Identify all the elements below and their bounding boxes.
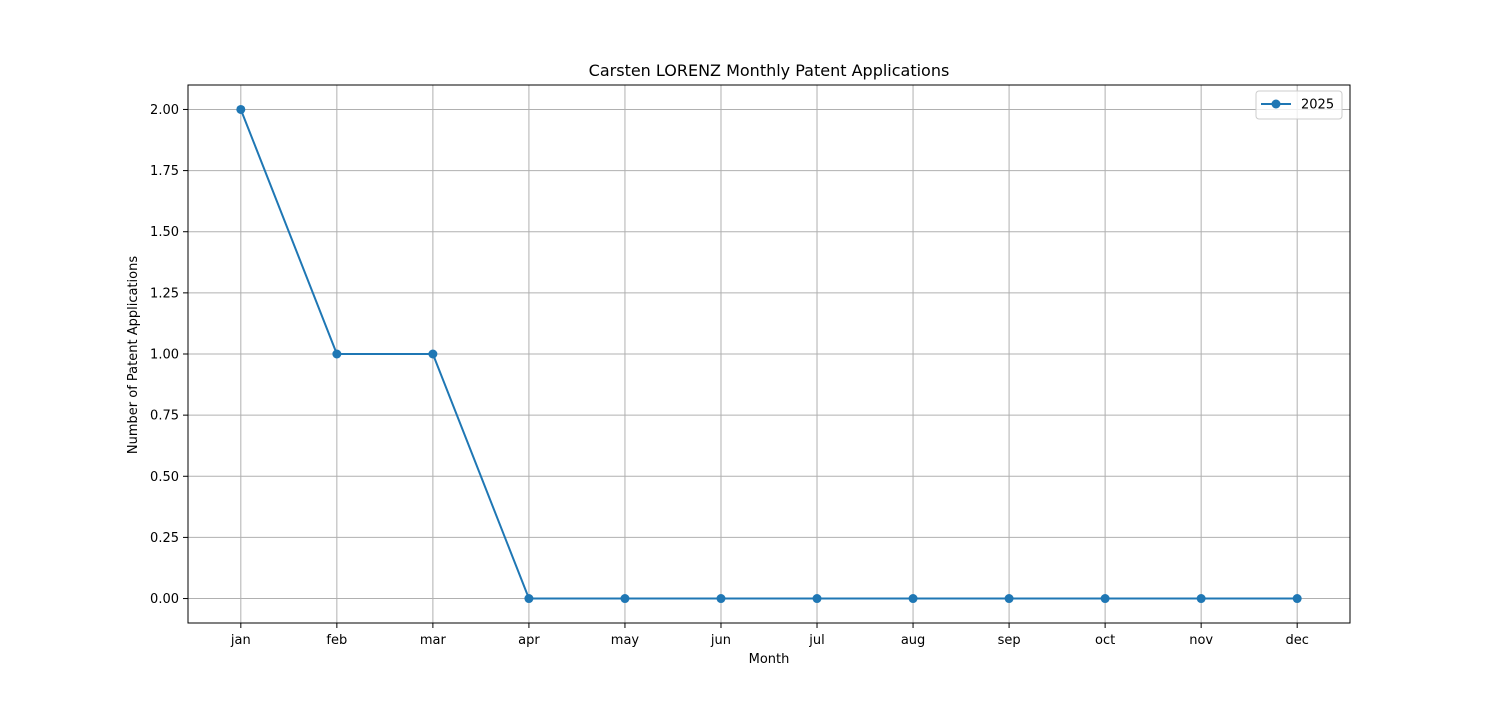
data-point [1101,594,1110,603]
y-tick-label: 0.00 [150,592,179,607]
y-tick-label: 0.50 [150,470,179,485]
data-point [1197,594,1206,603]
x-tick-label: nov [1189,633,1213,648]
x-axis-label: Month [749,652,790,667]
x-tick-label: mar [420,633,447,648]
x-tick-label: jul [808,633,824,648]
data-point [1005,594,1014,603]
chart-title: Carsten LORENZ Monthly Patent Applicatio… [589,61,950,80]
y-tick-label: 0.75 [150,409,179,424]
y-tick-label: 1.00 [150,348,179,363]
data-point [332,350,341,359]
x-tick-label: may [611,633,640,648]
legend: 2025 [1256,91,1342,119]
x-tick-label: aug [901,633,925,648]
data-point [236,105,245,114]
data-point [1293,594,1302,603]
x-tick-label: jan [230,633,251,648]
x-tick-label: oct [1095,633,1115,648]
data-point [813,594,822,603]
x-tick-label: sep [998,633,1021,648]
x-tick-label: dec [1285,633,1308,648]
data-point [524,594,533,603]
x-tick-label: feb [326,633,347,648]
axes: jan feb mar apr may jun jul aug sep oct nov dec 0.00… [150,85,1350,648]
data-point [428,350,437,359]
y-tick-label: 1.25 [150,286,179,301]
y-tick-label: 1.75 [150,164,179,179]
data-point [909,594,918,603]
y-tick-label: 1.50 [150,225,179,240]
y-tick-label: 0.25 [150,531,179,546]
y-tick-label: 2.00 [150,103,179,118]
x-tick-label: apr [518,633,540,648]
x-tick-label: jun [710,633,731,648]
data-point [620,594,629,603]
y-axis-label: Number of Patent Applications [126,256,141,454]
legend-marker [1272,100,1281,109]
data-point [716,594,725,603]
legend-label: 2025 [1301,98,1334,113]
